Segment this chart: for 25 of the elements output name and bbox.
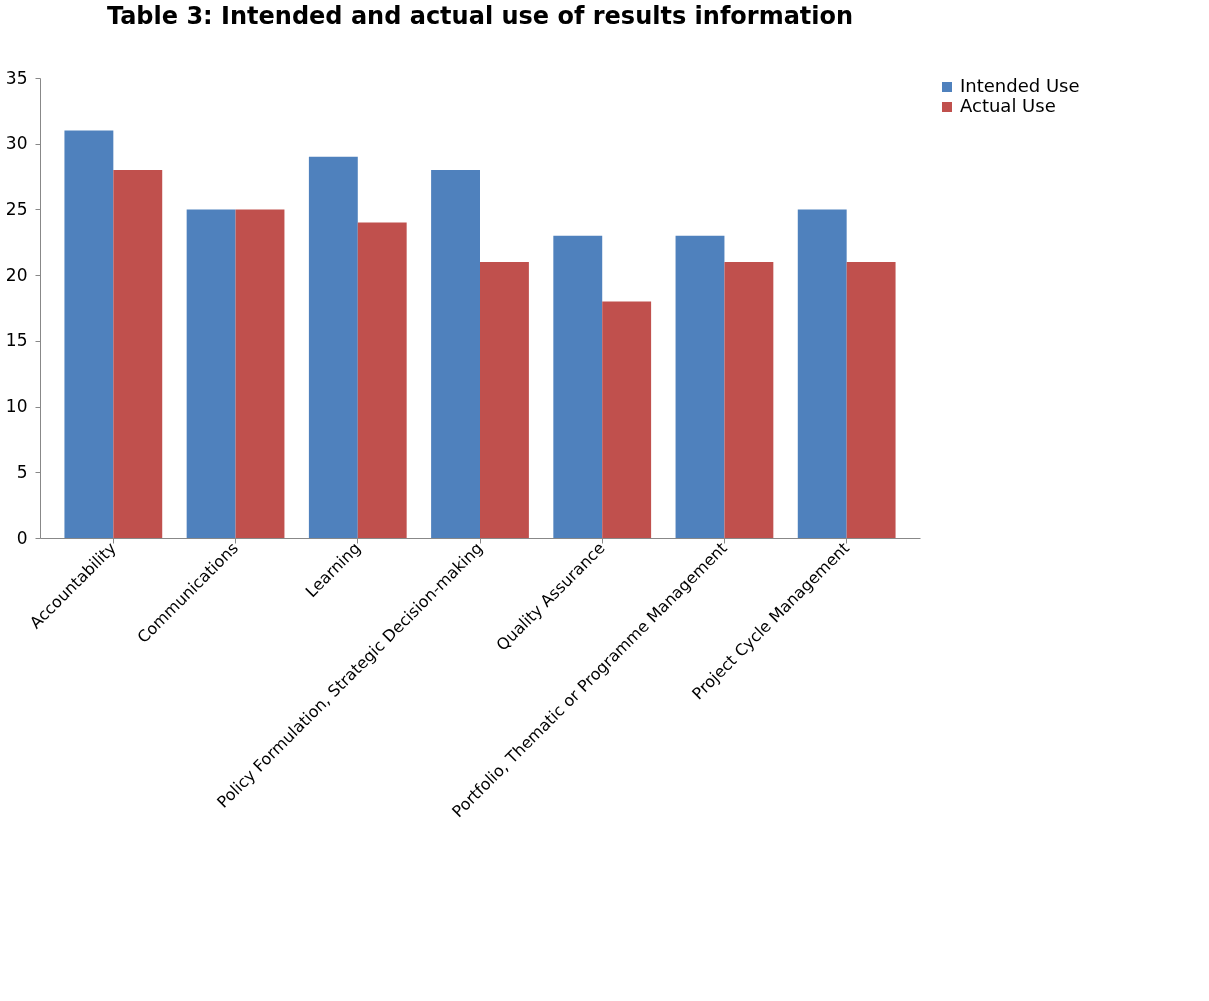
bar (431, 170, 480, 538)
legend-label: Actual Use (960, 95, 1056, 116)
y-tick-label: 10 (5, 396, 28, 417)
y-tick-label: 15 (5, 330, 28, 351)
bar (846, 262, 896, 538)
bar (235, 209, 285, 538)
y-tick-label: 5 (16, 461, 28, 482)
y-tick-label: 0 (16, 527, 28, 548)
bar (186, 209, 236, 538)
bar (113, 170, 163, 538)
bar (308, 156, 358, 538)
bar (64, 130, 114, 538)
y-tick-label: 25 (5, 198, 28, 219)
y-tick-label: 35 (5, 67, 28, 88)
bar (724, 262, 774, 538)
chart-title: Table 3: Intended and actual use of results information (106, 2, 854, 30)
y-tick-label: 20 (5, 264, 28, 285)
bar (675, 235, 725, 538)
bar (602, 301, 652, 538)
y-tick-label: 30 (5, 133, 28, 154)
bar (357, 222, 407, 538)
bar (480, 262, 529, 538)
bar (797, 209, 847, 538)
legend-label: Intended Use (960, 75, 1080, 96)
bar (553, 235, 603, 538)
